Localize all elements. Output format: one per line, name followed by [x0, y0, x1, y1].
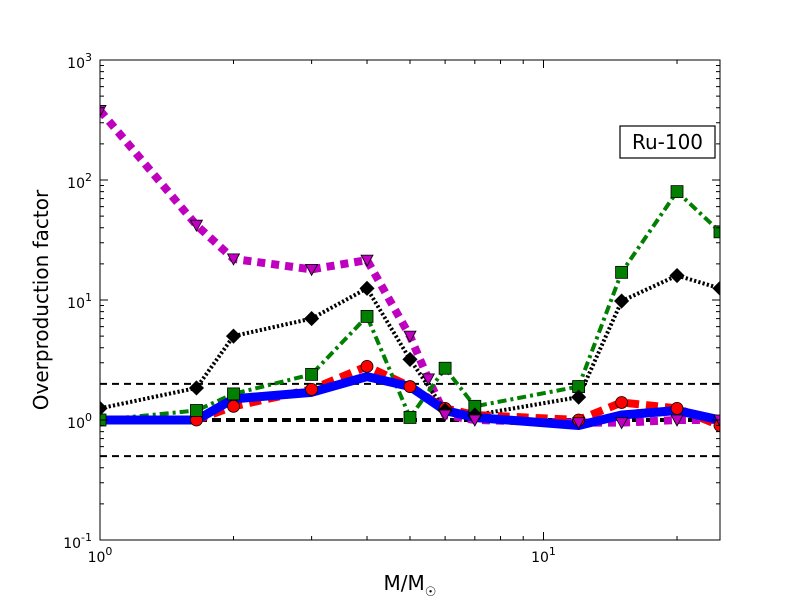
series-3-point [571, 389, 587, 405]
series-3-point [712, 280, 720, 296]
series-1-point [360, 359, 374, 373]
series-1-point [670, 401, 684, 415]
series-4-point [226, 253, 241, 266]
series-2-point [670, 185, 684, 199]
series-2-point [713, 225, 720, 239]
marker-layer [100, 105, 720, 432]
series-3-point [614, 293, 630, 309]
series-1-point [305, 382, 319, 396]
series-1-point [227, 399, 240, 413]
series-line-2 [100, 189, 720, 422]
series-3-point [402, 351, 418, 367]
annotation-label: Ru-100 [632, 130, 703, 154]
series-4-point [571, 417, 586, 430]
series-3-point [225, 328, 242, 344]
series-3-point [669, 267, 685, 284]
series-4-point [468, 414, 482, 427]
series-2-point [190, 404, 203, 417]
series-4-point [421, 373, 436, 386]
y-tick-label: 103 [67, 51, 92, 72]
sun-symbol: ☉ [425, 585, 437, 600]
series-3-point [359, 280, 375, 296]
series-3-point [304, 311, 320, 327]
x-tick-label: 101 [531, 545, 556, 566]
x-axis-title: M/M☉ [384, 571, 437, 600]
y-tick-label: 100 [67, 411, 92, 432]
series-2-point [615, 265, 629, 279]
series-4-point [614, 417, 629, 430]
series-4-point [438, 409, 452, 422]
series-4-point [403, 330, 417, 343]
series-2-point [438, 361, 452, 375]
series-2-point [305, 367, 319, 381]
series-line-0 [100, 372, 720, 430]
series-2-point [360, 310, 374, 323]
series-2-point [227, 387, 240, 401]
series-1-point [403, 380, 417, 393]
series-4-point [304, 263, 319, 277]
annotation-box: Ru-100 [619, 125, 716, 159]
series-2-point [403, 411, 417, 424]
series-line-3 [100, 273, 720, 418]
series-4-point [360, 254, 374, 267]
x-tick-label: 100 [88, 545, 113, 566]
series-3-point [188, 380, 205, 396]
y-tick-label: 10-1 [63, 531, 92, 552]
y-tick-label: 102 [67, 171, 92, 192]
axis-ticks [99, 59, 720, 541]
series-3-point [100, 400, 108, 416]
y-axis-title: Overproduction factor [29, 189, 53, 410]
series-1-point [615, 396, 629, 409]
series-4-point [189, 219, 204, 233]
series-4-point [670, 414, 684, 427]
y-tick-label: 101 [67, 291, 92, 312]
